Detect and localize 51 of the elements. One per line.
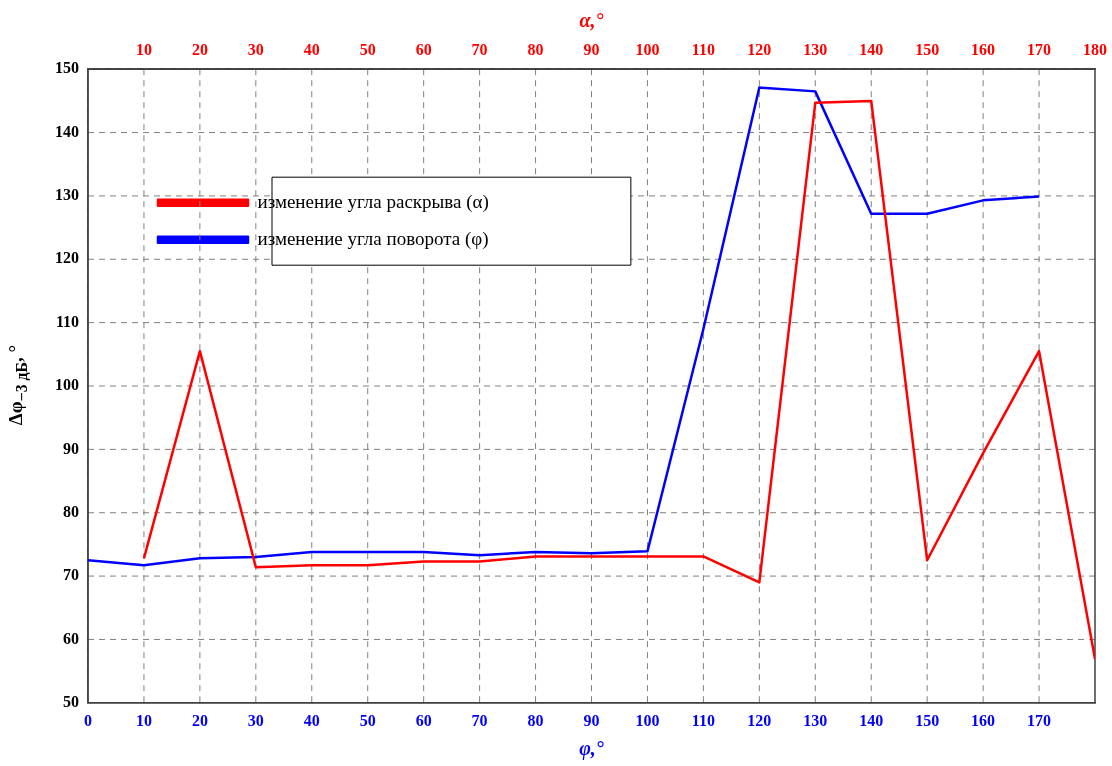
x-tick-label: 50 (359, 711, 376, 729)
x-tick-label: 140 (859, 711, 884, 729)
x2-tick-label: 80 (527, 40, 544, 58)
x-tick-label: 60 (415, 711, 432, 729)
y-tick-label: 100 (55, 376, 79, 394)
x-axis-title: φ,° (579, 737, 604, 761)
y-tick-label: 130 (55, 186, 79, 204)
y-tick-label: 110 (55, 312, 79, 330)
x2-tick-label: 160 (971, 40, 996, 58)
x-tick-label: 110 (691, 711, 715, 729)
x-tick-label: 80 (527, 711, 544, 729)
x2-tick-label: 140 (859, 40, 884, 58)
x-tick-label: 160 (971, 711, 996, 729)
y-tick-label: 70 (63, 566, 79, 584)
x2-tick-label: 150 (915, 40, 940, 58)
x2-tick-label: 10 (135, 40, 152, 58)
legend-label: изменение угла поворота (φ) (257, 227, 489, 250)
x2-tick-label: 30 (247, 40, 264, 58)
x-tick-label: 150 (915, 711, 940, 729)
y-tick-label: 120 (55, 249, 79, 267)
x2-tick-label: 170 (1027, 40, 1052, 58)
x-tick-label: 0 (84, 711, 92, 729)
y-tick-label: 150 (55, 59, 79, 77)
x2-tick-label: 40 (303, 40, 320, 58)
y-tick-label: 140 (55, 122, 79, 140)
x-tick-label: 10 (135, 711, 152, 729)
y-tick-label: 60 (63, 629, 79, 647)
x-tick-label: 90 (583, 711, 600, 729)
x-tick-label: 20 (191, 711, 208, 729)
x-tick-label: 30 (247, 711, 264, 729)
x2-axis-title: α,° (579, 9, 604, 32)
x-tick-label: 70 (471, 711, 488, 729)
x2-tick-label: 110 (691, 40, 715, 58)
x-tick-label: 170 (1027, 711, 1052, 729)
x2-tick-label: 20 (191, 40, 208, 58)
x2-tick-label: 90 (583, 40, 600, 58)
y-tick-label: 50 (63, 692, 79, 710)
x2-tick-label: 50 (359, 40, 376, 58)
x2-tick-label: 120 (747, 40, 772, 58)
y-tick-label: 80 (63, 502, 79, 520)
y-tick-label: 90 (63, 439, 79, 457)
x-tick-label: 130 (803, 711, 828, 729)
x2-tick-label: 180 (1083, 40, 1107, 58)
x2-tick-label: 70 (471, 40, 488, 58)
x2-tick-label: 130 (803, 40, 828, 58)
legend-label: изменение угла раскрыва (α) (257, 190, 489, 213)
x-tick-label: 40 (303, 711, 320, 729)
x2-tick-label: 100 (635, 40, 660, 58)
x-tick-label: 100 (635, 711, 660, 729)
x2-tick-label: 60 (415, 40, 432, 58)
x-tick-label: 120 (747, 711, 772, 729)
